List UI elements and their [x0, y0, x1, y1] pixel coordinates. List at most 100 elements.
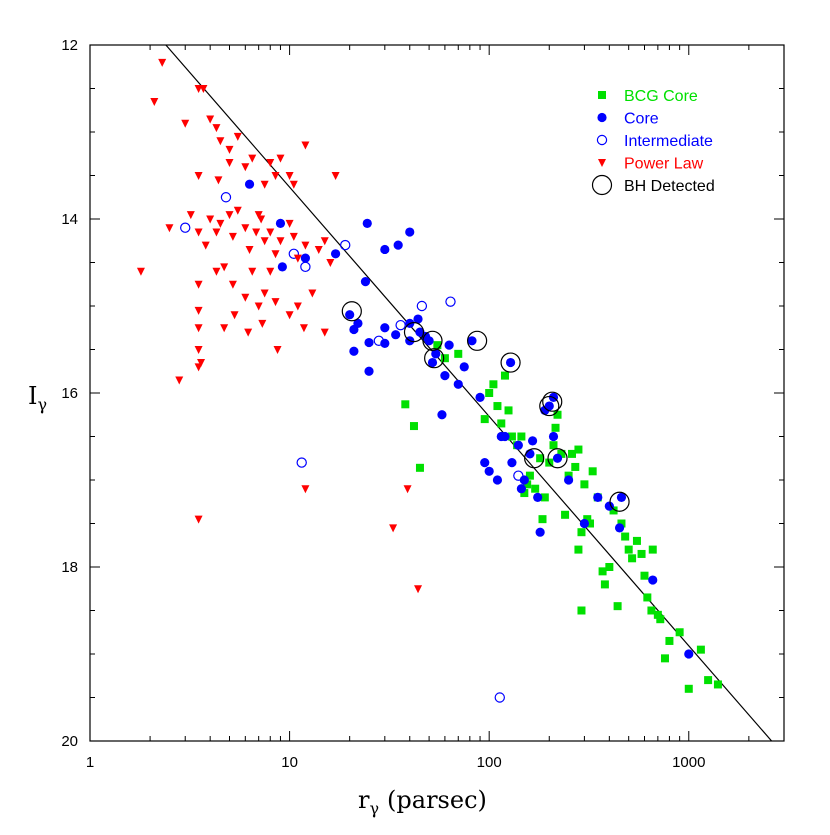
power-law-point: [276, 154, 285, 163]
core-point: [475, 392, 485, 402]
core-point: [616, 492, 627, 502]
core-point: [427, 357, 438, 368]
bcg-core-point: [517, 432, 526, 441]
power-law-point: [248, 154, 257, 163]
power-law-point: [194, 172, 203, 180]
bcg-core-point: [485, 389, 494, 397]
core-point: [507, 458, 517, 468]
power-law-point: [271, 250, 280, 259]
bcg-core-point: [538, 515, 547, 524]
core-point: [505, 357, 516, 368]
bcg-core-point: [561, 510, 570, 519]
bh-detected-point: [341, 301, 362, 322]
bcg-core-point: [574, 445, 583, 454]
legend-label-bh-detected: BH Detected: [624, 178, 715, 195]
power-law-point: [214, 176, 223, 185]
intermediate-point: [513, 470, 524, 481]
core-point: [380, 244, 390, 255]
power-law-point: [194, 515, 203, 524]
core-point: [480, 458, 490, 468]
power-law-point: [228, 232, 237, 241]
power-law-point: [186, 211, 195, 220]
intermediate-point: [445, 296, 456, 307]
bcg-core-point: [583, 515, 592, 524]
bcg-core-point: [440, 354, 449, 363]
y-tick-label: 14: [61, 211, 78, 228]
bcg-core-point: [577, 528, 586, 537]
y-tick-label: 12: [61, 37, 78, 54]
core-point: [492, 475, 503, 485]
core-point: [467, 336, 477, 346]
power-law-point: [266, 228, 275, 237]
bcg-core-point: [624, 545, 633, 554]
legend-item-bh-detected: BH Detected: [591, 174, 715, 196]
core-point: [500, 431, 510, 442]
core-point: [345, 310, 355, 320]
core-point: [431, 349, 441, 359]
power-law-point: [241, 224, 250, 233]
core-point: [684, 649, 694, 659]
power-law-point: [136, 267, 145, 276]
core-point: [535, 527, 545, 537]
core-point: [513, 440, 523, 450]
power-law-point: [403, 485, 412, 494]
x-tick-label: 1: [86, 754, 94, 771]
power-law-point: [225, 158, 234, 167]
power-law-point: [212, 124, 221, 133]
core-point: [413, 314, 423, 324]
bh-detected-point: [422, 330, 443, 351]
bcg-core-point: [598, 567, 607, 576]
bcg-core-point: [704, 676, 713, 685]
power-law-point: [308, 289, 317, 298]
power-law-point: [285, 311, 294, 320]
power-law-point: [216, 137, 225, 146]
bcg-core-point: [648, 545, 657, 554]
power-law-point: [285, 172, 294, 180]
bcg-core-point: [647, 606, 656, 615]
power-law-point: [199, 85, 208, 93]
core-point: [527, 436, 538, 446]
core-point: [614, 523, 625, 533]
power-law-point: [301, 141, 310, 150]
power-law-point: [225, 211, 234, 220]
power-law-point: [212, 228, 221, 237]
power-law-point: [289, 180, 298, 189]
bcg-core-point: [454, 349, 463, 358]
intermediate-point: [373, 335, 385, 346]
core-point: [516, 484, 526, 494]
bcg-core-point: [684, 684, 693, 693]
power-law-point: [301, 241, 310, 250]
axis-ticks: 1 10 100 1000 12 14 16 18 20: [61, 37, 785, 771]
power-law-point: [248, 267, 257, 276]
power-law-point: [220, 324, 229, 333]
power-law-point: [257, 215, 266, 224]
bh-detected-point: [500, 352, 521, 373]
fit-line-layer: [165, 44, 773, 742]
bcg-core-point: [588, 467, 597, 476]
bcg-core-point: [586, 519, 595, 528]
core-point: [353, 318, 363, 328]
legend-item-power-law: Power Law: [598, 156, 704, 173]
power-law-point: [194, 306, 203, 315]
core-point: [459, 362, 469, 372]
svg-text:Iγ: Iγ: [28, 382, 47, 414]
core-point: [548, 431, 559, 442]
core-point: [360, 277, 371, 287]
bh-detected-point: [542, 391, 563, 412]
bcg-core-point: [536, 454, 545, 463]
bcg-core-point: [415, 463, 424, 472]
series-bh-detected: [341, 301, 630, 512]
bcg-core-point: [660, 654, 669, 663]
power-law-point: [216, 219, 225, 228]
bcg-core-point: [605, 563, 614, 571]
bh-detected-point: [467, 330, 488, 351]
bcg-core-point: [656, 615, 665, 624]
svg-text:rγ(parsec): rγ (parsec): [358, 786, 487, 818]
core-point: [437, 410, 447, 420]
power-law-point: [273, 346, 282, 354]
bcg-core-point: [523, 480, 532, 489]
bcg-core-point: [613, 602, 622, 611]
x-axis-title: rγ (parsec): [358, 786, 487, 818]
intermediate-point: [340, 239, 351, 251]
power-law-point: [258, 319, 267, 328]
